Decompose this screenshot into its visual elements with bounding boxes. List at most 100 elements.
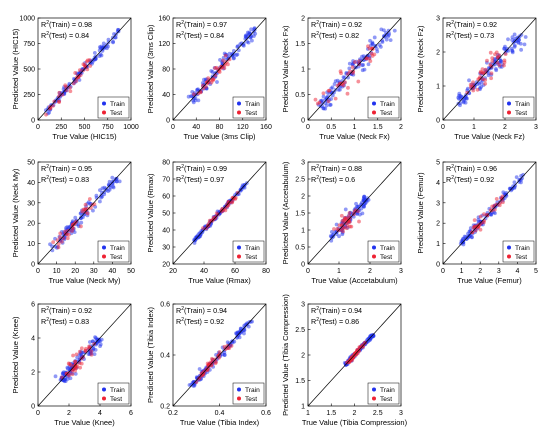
identity-line <box>442 17 537 121</box>
legend-train-label: Train <box>245 245 260 252</box>
test-point <box>73 71 78 75</box>
train-point <box>337 234 341 239</box>
legend: Train Test <box>367 240 400 263</box>
train-point <box>114 176 119 181</box>
test-point <box>497 203 502 208</box>
train-point <box>253 31 258 36</box>
y-tick-label: 250 <box>23 92 35 99</box>
y-tick-label: 0.6 <box>160 302 170 309</box>
y-tick-label: 1.5 <box>295 41 305 48</box>
x-tick-label: 160 <box>260 124 272 131</box>
test-point <box>481 77 485 82</box>
legend: Train Test <box>97 96 130 119</box>
test-point <box>495 60 500 65</box>
y-tick-label: 1000 <box>19 16 35 23</box>
x-tick-label: 40 <box>109 268 117 275</box>
test-point <box>502 63 506 68</box>
train-point <box>519 47 524 52</box>
train-point <box>523 35 528 39</box>
test-point <box>489 76 494 81</box>
train-point <box>238 42 243 47</box>
test-point <box>472 224 477 229</box>
legend-train-marker <box>102 387 106 392</box>
train-point <box>486 73 491 78</box>
x-tick-label: 2 <box>399 124 403 131</box>
train-point <box>499 59 503 63</box>
train-point <box>510 50 515 55</box>
legend: Train Test <box>232 96 265 119</box>
train-point <box>509 46 514 51</box>
test-point <box>219 209 224 214</box>
y-tick-label: 60 <box>162 194 170 201</box>
test-point <box>201 226 205 231</box>
legend: Train Test <box>502 240 535 263</box>
train-point <box>386 34 390 39</box>
identity-line <box>37 17 132 121</box>
train-point <box>332 82 337 86</box>
test-point <box>364 56 369 61</box>
train-point <box>358 212 362 217</box>
train-point <box>250 38 254 43</box>
train-point <box>249 27 254 32</box>
test-point <box>342 225 347 230</box>
legend-test-label: Test <box>380 110 392 117</box>
legend-test-marker <box>102 254 106 259</box>
r2-test-annotation: R2(Test) = 0.92 <box>176 317 224 326</box>
x-tick-label: 2 <box>478 268 482 275</box>
x-axis-label: True Value (Neck My) <box>48 276 121 285</box>
legend: Train Test <box>97 240 130 263</box>
legend-test-marker <box>102 396 106 401</box>
legend-test-label: Test <box>245 396 257 403</box>
train-point <box>98 52 103 57</box>
r2-test-annotation: R2(Test) = 0.84 <box>176 31 224 40</box>
x-tick-label: 4 <box>98 410 102 417</box>
identity-line <box>307 303 402 407</box>
test-point <box>83 65 88 69</box>
legend-train-label: Train <box>380 101 395 108</box>
train-point <box>512 44 517 49</box>
test-point <box>357 349 361 354</box>
r2-train-annotation: R2(Train) = 0.88 <box>311 164 362 173</box>
r2-train-annotation: R2(Train) = 0.99 <box>176 164 227 173</box>
r2-test-annotation: R2(Test) = 0.83 <box>41 175 89 184</box>
test-point <box>74 352 79 357</box>
x-tick-label: 0 <box>36 268 40 275</box>
x-tick-label: 0.6 <box>261 410 271 417</box>
legend-test-marker <box>372 110 376 115</box>
test-point <box>503 52 508 56</box>
x-tick-label: 2 <box>67 410 71 417</box>
test-point <box>346 72 350 76</box>
train-point <box>193 98 198 103</box>
test-point <box>57 90 62 95</box>
train-point <box>516 41 521 45</box>
test-point <box>369 51 374 56</box>
train-point <box>98 188 102 193</box>
y-tick-label: 40 <box>162 92 170 99</box>
y-tick-label: 0.2 <box>160 404 170 411</box>
r2-test-annotation: R2(Test) = 0.73 <box>446 31 494 40</box>
axes-frame <box>37 303 132 407</box>
train-point <box>377 43 382 47</box>
train-point <box>235 330 240 335</box>
train-point <box>245 39 250 44</box>
y-tick-label: 30 <box>27 200 35 207</box>
train-point <box>479 80 483 85</box>
test-point <box>352 209 357 214</box>
y-tick-label: 0 <box>436 262 440 269</box>
r2-test-annotation: R2(Test) = 0.82 <box>311 31 359 40</box>
identity-line <box>307 17 402 121</box>
test-point <box>351 355 356 360</box>
train-point <box>493 66 498 71</box>
train-point <box>479 84 484 89</box>
y-tick-label: 0 <box>301 262 305 269</box>
train-point <box>388 38 393 43</box>
scatter-panel-6: 20 40 60 80 20 30 40 50 60 70 80 True Value (Rmax) P… <box>146 160 270 286</box>
train-point <box>91 208 95 213</box>
train-point <box>112 32 116 36</box>
legend-train-marker <box>237 387 241 392</box>
y-tick-label: 3 <box>436 200 440 207</box>
y-tick-label: 160 <box>158 16 170 23</box>
test-point <box>345 223 350 228</box>
x-tick-label: 2 <box>368 268 372 275</box>
